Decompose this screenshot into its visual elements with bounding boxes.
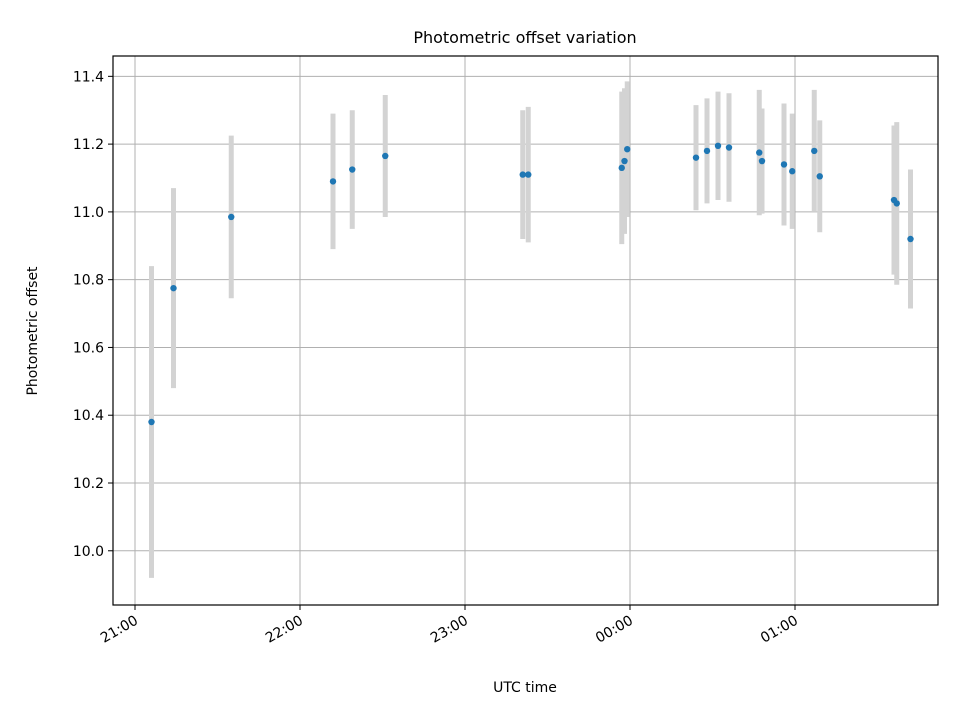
data-point: [329, 178, 337, 185]
y-tick-label: 10.8: [73, 273, 104, 289]
data-point: [382, 152, 389, 160]
data-point: [907, 235, 914, 243]
grid-lines: [113, 56, 938, 605]
data-point: [618, 164, 625, 172]
data-point: [519, 171, 526, 178]
data-point: [621, 157, 628, 165]
y-axis-label: Photometric offset: [25, 266, 41, 396]
data-point: [816, 173, 823, 180]
data-point: [703, 147, 711, 155]
data-point: [525, 171, 532, 178]
data-point: [624, 145, 631, 153]
data-point: [811, 147, 818, 155]
y-tick-label: 11.2: [73, 137, 104, 153]
x-tick-label: 01:00: [758, 613, 801, 647]
y-tick-label: 11.0: [73, 205, 104, 221]
y-tick-label: 10.0: [73, 544, 104, 560]
data-point: [789, 168, 796, 175]
data-point: [714, 142, 722, 150]
data-points: [148, 142, 914, 426]
y-tick-label: 10.2: [73, 476, 104, 492]
chart-title: Photometric offset variation: [413, 28, 636, 47]
y-tick-label: 11.4: [73, 69, 104, 85]
data-point: [725, 144, 733, 151]
y-tick-label: 10.4: [73, 408, 104, 424]
data-point: [692, 154, 700, 161]
data-point: [758, 157, 766, 165]
data-point: [170, 284, 177, 292]
plot-area-frame: [112, 55, 939, 606]
y-tick-label: 10.6: [73, 340, 104, 356]
x-tick-label: 00:00: [593, 613, 636, 647]
data-point: [893, 200, 900, 207]
x-axis-label: UTC time: [493, 680, 557, 696]
x-tick-label: 22:00: [263, 613, 306, 647]
data-point: [780, 161, 788, 168]
x-tick-label: 23:00: [428, 613, 471, 647]
errorbars: [149, 81, 913, 578]
x-tick-label: 21:00: [98, 613, 141, 647]
data-point: [228, 213, 235, 221]
data-point: [148, 418, 155, 426]
axis-ticks: 21:00 22:00 23:00 00:00 01:00 10.0 10.2 10.4 10.…: [73, 69, 801, 646]
data-point: [756, 149, 763, 156]
data-point: [349, 166, 356, 173]
